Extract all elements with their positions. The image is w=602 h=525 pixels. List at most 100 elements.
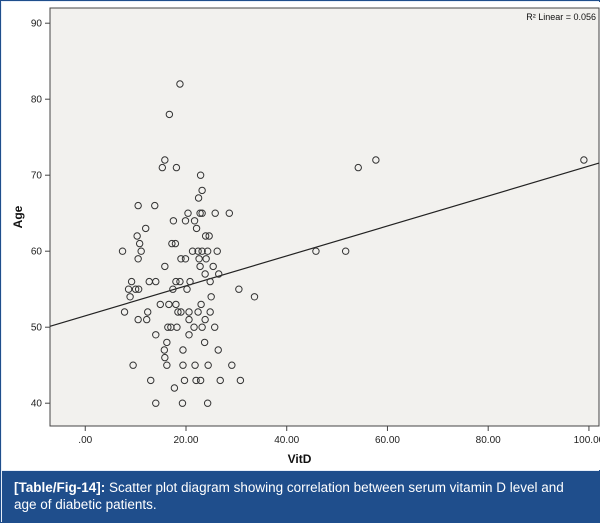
data-point bbox=[134, 201, 142, 210]
data-point bbox=[200, 338, 209, 347]
r-squared-annotation: R² Linear = 0.056 bbox=[526, 12, 596, 22]
y-tick-label: 70 bbox=[31, 171, 43, 182]
data-point bbox=[354, 163, 362, 172]
data-point bbox=[181, 217, 190, 225]
data-point bbox=[165, 300, 173, 309]
data-point bbox=[341, 247, 350, 255]
data-point bbox=[118, 247, 127, 255]
data-point bbox=[201, 315, 209, 324]
x-tick-label: 80.00 bbox=[476, 435, 501, 446]
data-point bbox=[143, 315, 151, 324]
data-point bbox=[198, 209, 206, 217]
data-point bbox=[144, 308, 152, 316]
data-point bbox=[158, 163, 167, 172]
x-tick-label: .00 bbox=[78, 435, 92, 446]
data-point bbox=[192, 224, 201, 233]
data-point bbox=[216, 376, 224, 385]
data-point bbox=[152, 277, 160, 286]
data-point bbox=[181, 255, 190, 263]
data-point bbox=[176, 277, 184, 286]
data-point bbox=[209, 262, 217, 271]
data-point bbox=[163, 361, 171, 369]
data-point bbox=[168, 239, 176, 248]
data-point bbox=[372, 156, 380, 164]
data-point bbox=[206, 308, 214, 316]
scatter-chart: 40 50 60 70 80 90 .00 20.00 40.00 60.00 80.00 100.… bbox=[11, 7, 600, 466]
data-point bbox=[137, 247, 145, 255]
data-point bbox=[131, 285, 140, 293]
data-point bbox=[236, 376, 245, 385]
data-point bbox=[160, 346, 169, 354]
data-point bbox=[215, 270, 223, 278]
data-point bbox=[161, 156, 169, 164]
x-tick-label: 20.00 bbox=[173, 435, 198, 446]
data-point bbox=[120, 308, 129, 316]
data-point bbox=[152, 399, 160, 407]
x-axis-title: VitD bbox=[288, 452, 312, 466]
caption-label: [Table/Fig-14]: bbox=[14, 480, 106, 495]
data-point bbox=[202, 255, 210, 263]
data-point bbox=[185, 315, 193, 324]
data-point bbox=[169, 285, 177, 293]
data-point bbox=[192, 376, 200, 385]
data-point bbox=[156, 300, 165, 309]
data-point bbox=[185, 331, 193, 339]
data-point bbox=[191, 361, 199, 369]
data-point bbox=[133, 232, 141, 240]
data-point bbox=[211, 209, 219, 217]
data-point bbox=[197, 300, 205, 309]
data-point bbox=[195, 255, 203, 263]
data-point bbox=[127, 277, 136, 286]
data-point bbox=[183, 285, 191, 293]
data-point bbox=[188, 247, 197, 255]
data-point bbox=[194, 308, 202, 316]
data-point bbox=[172, 163, 181, 172]
caption-text: Scatter plot diagram showing correlation… bbox=[14, 480, 564, 512]
data-point bbox=[198, 323, 206, 331]
data-point bbox=[207, 293, 215, 301]
data-point bbox=[124, 285, 133, 293]
figure-caption: [Table/Fig-14]: Scatter plot diagram sho… bbox=[2, 471, 600, 523]
y-axis-title: Age bbox=[11, 205, 25, 228]
data-point bbox=[161, 353, 169, 362]
data-point bbox=[161, 262, 169, 271]
data-point bbox=[173, 323, 181, 331]
data-point bbox=[147, 376, 155, 385]
data-point bbox=[198, 186, 206, 195]
data-point bbox=[312, 247, 320, 255]
data-point bbox=[178, 399, 187, 407]
data-point bbox=[201, 232, 210, 240]
data-point bbox=[179, 346, 187, 354]
data-point bbox=[196, 376, 205, 385]
data-point bbox=[174, 308, 182, 316]
data-points bbox=[118, 80, 588, 407]
data-point bbox=[165, 110, 174, 119]
data-point bbox=[177, 255, 185, 263]
data-point bbox=[134, 285, 143, 293]
y-tick-label: 90 bbox=[31, 19, 43, 30]
data-point bbox=[228, 361, 236, 369]
data-point bbox=[198, 247, 206, 255]
data-point bbox=[185, 308, 193, 316]
chart-container: 40 50 60 70 80 90 .00 20.00 40.00 60.00 80.00 100.… bbox=[2, 2, 600, 470]
data-point bbox=[194, 194, 203, 202]
data-point bbox=[211, 323, 219, 331]
data-point bbox=[204, 361, 212, 369]
y-axis: 40 50 60 70 80 90 bbox=[31, 19, 50, 410]
data-point bbox=[176, 80, 184, 88]
data-point bbox=[172, 300, 180, 309]
data-point bbox=[201, 270, 209, 278]
data-point bbox=[203, 247, 212, 255]
data-point bbox=[129, 361, 137, 369]
data-point bbox=[196, 209, 204, 217]
x-tick-label: 60.00 bbox=[375, 435, 400, 446]
data-point bbox=[214, 346, 222, 354]
y-tick-label: 60 bbox=[31, 247, 43, 258]
data-point bbox=[177, 308, 185, 316]
x-tick-label: 40.00 bbox=[274, 435, 299, 446]
plot-area bbox=[49, 7, 600, 427]
data-point bbox=[196, 171, 205, 179]
data-point bbox=[196, 262, 204, 271]
data-point bbox=[141, 224, 150, 233]
data-point bbox=[164, 323, 172, 331]
